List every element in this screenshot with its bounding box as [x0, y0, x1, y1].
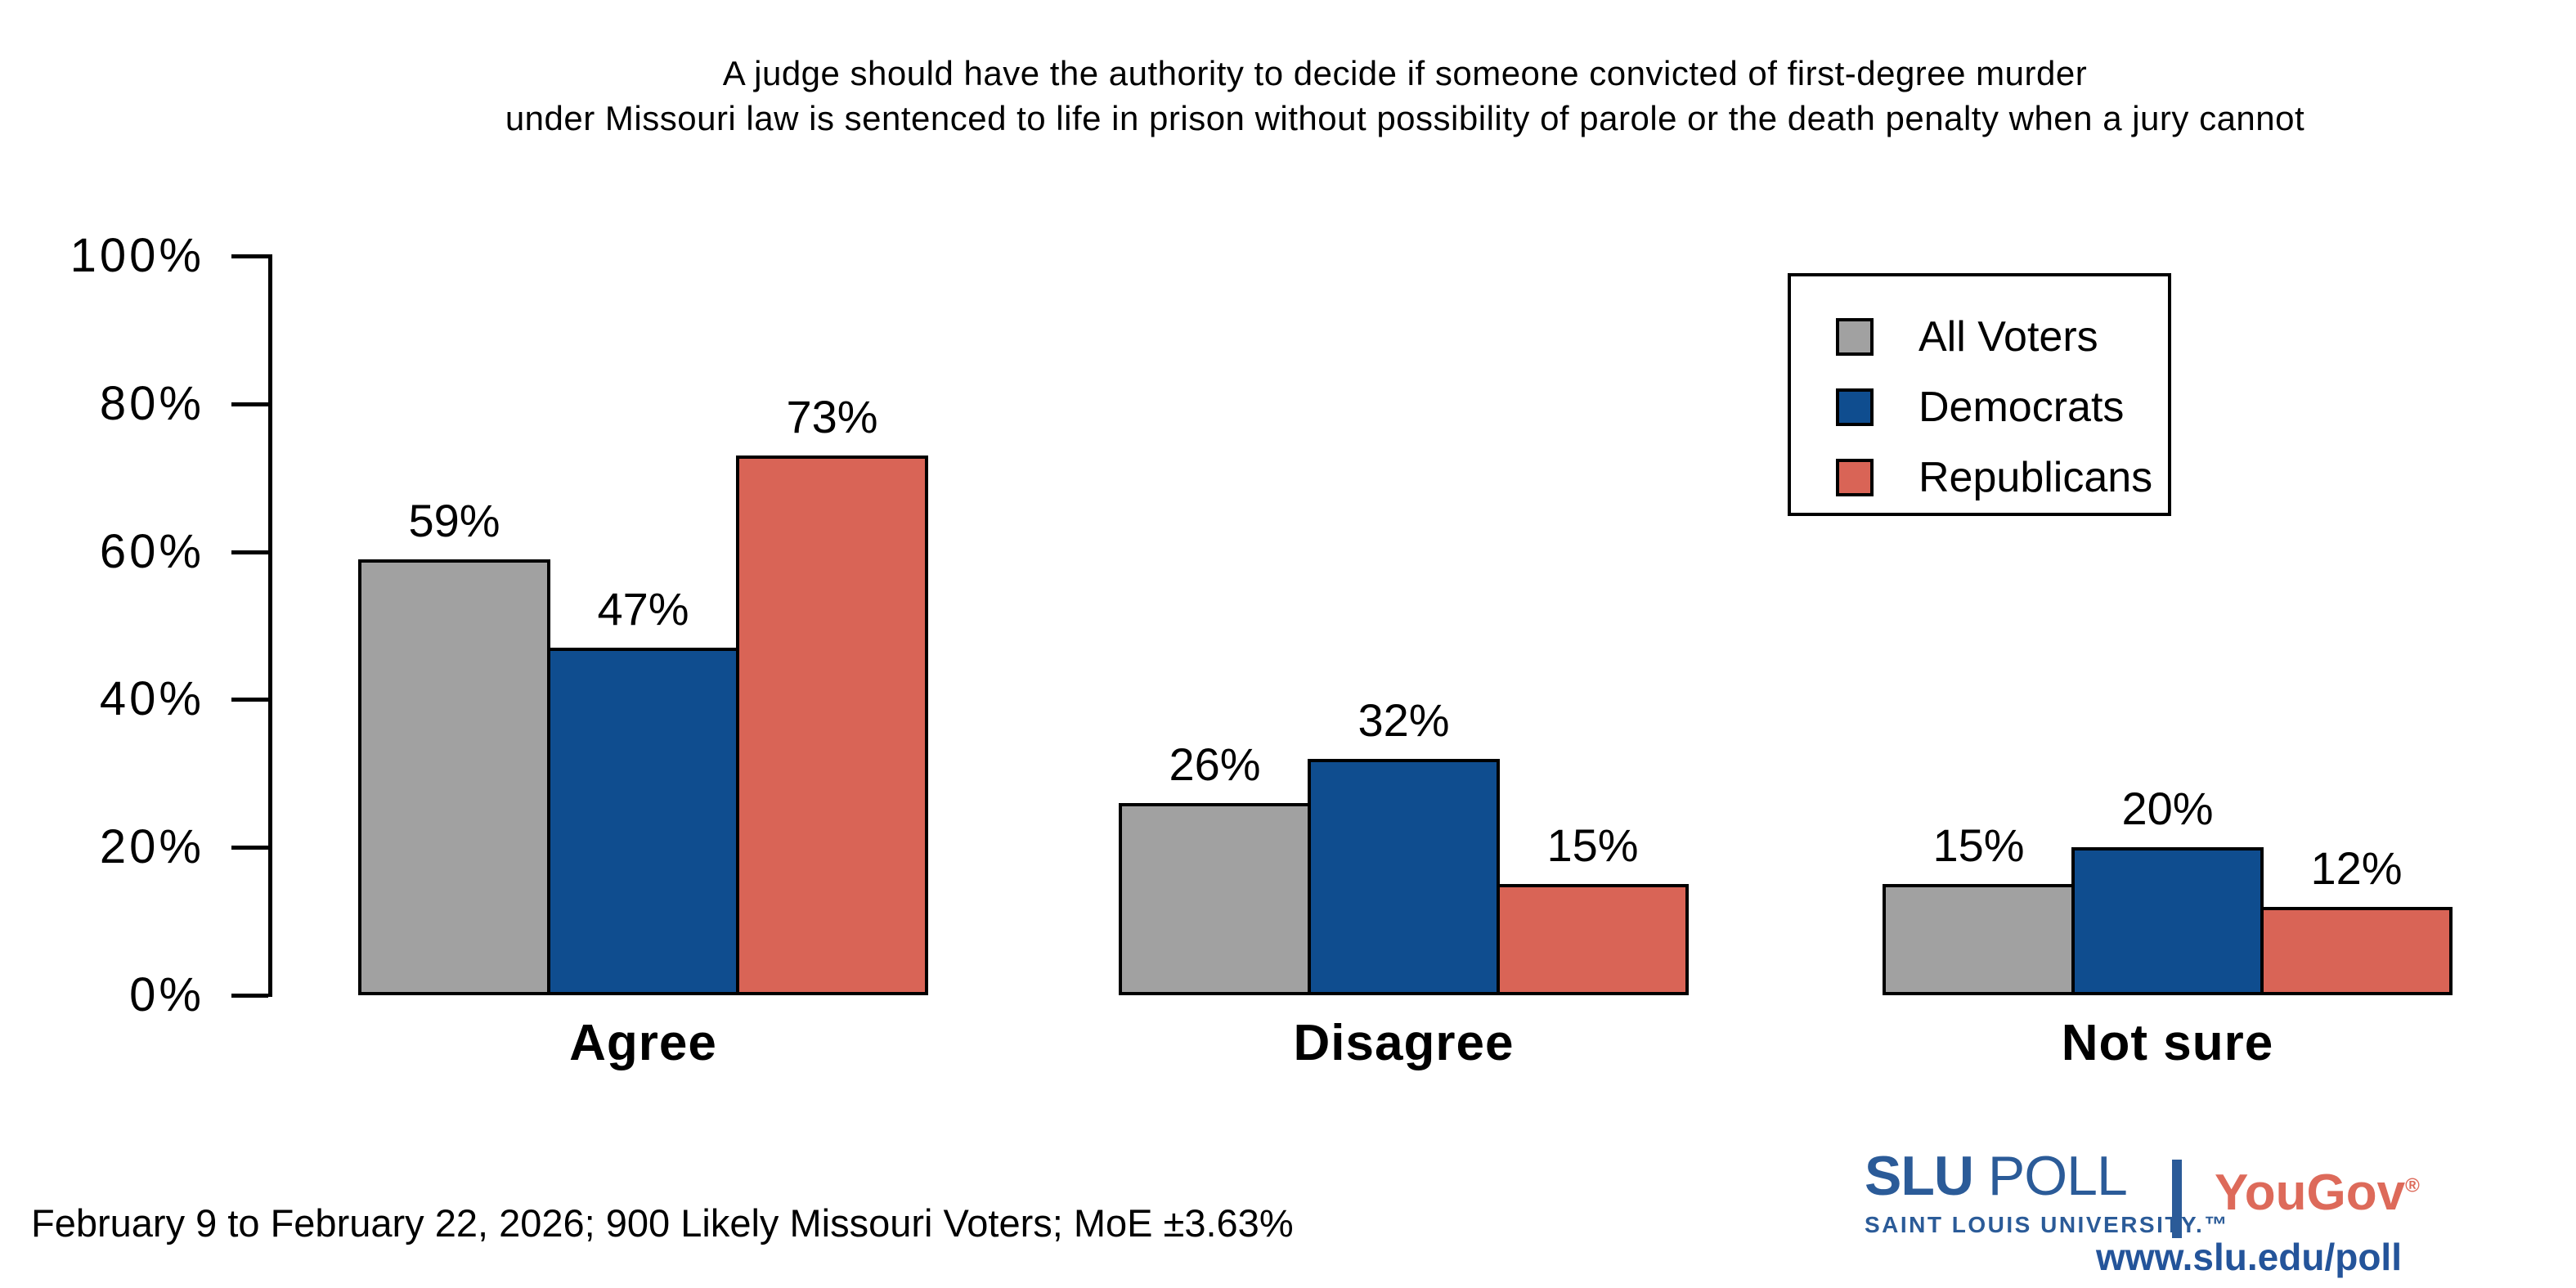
category-label-agree: Agree — [569, 1015, 717, 1071]
yougov-wordmark: YouGov — [2215, 1165, 2406, 1221]
legend-label-democrats: Democrats — [1919, 384, 2125, 431]
legend: All Voters Democrats Republicans — [1788, 273, 2171, 516]
bar-republicans-disagree — [1497, 884, 1689, 995]
y-tick-mark — [231, 994, 268, 998]
poll-text: POLL — [1987, 1145, 2128, 1207]
bar-value-label-republicans-not-sure: 12% — [2310, 842, 2403, 894]
y-axis-line — [268, 254, 272, 997]
y-tick-label: 20% — [99, 820, 204, 874]
bar-value-label-democrats-disagree: 32% — [1358, 694, 1450, 746]
bar-democrats-disagree — [1308, 759, 1500, 995]
site-url: www.slu.edu/poll — [2096, 1236, 2402, 1278]
legend-row-all-voters: All Voters — [1836, 312, 2168, 361]
bar-all-voters-agree — [358, 559, 550, 995]
y-tick-label: 80% — [99, 376, 204, 430]
registered-trademark-icon: ® — [2405, 1174, 2420, 1197]
bar-republicans-not-sure — [2260, 907, 2453, 995]
bar-value-label-all-voters-not-sure: 15% — [1932, 819, 2025, 871]
y-tick-mark — [231, 698, 268, 702]
legend-label-all-voters: All Voters — [1919, 313, 2098, 361]
chart-title: A judge should have the authority to dec… — [505, 51, 2304, 141]
category-label-disagree: Disagree — [1293, 1015, 1515, 1071]
bar-value-label-republicans-agree: 73% — [786, 391, 878, 442]
bar-republicans-agree — [736, 456, 928, 995]
chart-title-line1: A judge should have the authority to dec… — [722, 54, 2088, 92]
y-tick-mark — [231, 254, 268, 258]
bar-value-label-democrats-not-sure: 20% — [2121, 783, 2214, 834]
slu-poll-logo: SLU POLL SAINT LOUIS UNIVERSITY.™ — [1865, 1148, 2229, 1236]
legend-swatch-all-voters — [1836, 318, 1874, 356]
y-tick-label: 100% — [70, 229, 204, 282]
y-tick-label: 40% — [99, 672, 204, 726]
legend-swatch-republicans — [1836, 459, 1874, 496]
bar-value-label-all-voters-agree: 59% — [408, 495, 500, 546]
category-label-not-sure: Not sure — [2061, 1015, 2274, 1071]
y-tick-mark — [231, 846, 268, 850]
legend-label-republicans: Republicans — [1919, 454, 2153, 501]
legend-swatch-democrats — [1836, 388, 1874, 426]
bar-value-label-all-voters-disagree: 26% — [1169, 738, 1261, 790]
chart-title-line2: under Missouri law is sentenced to life … — [505, 99, 2305, 137]
slu-poll-wordmark: SLU POLL — [1865, 1148, 2229, 1204]
slu-tagline: SAINT LOUIS UNIVERSITY.™ — [1865, 1212, 2229, 1237]
yougov-logo: YouGov® — [2215, 1168, 2420, 1218]
brand-divider — [2172, 1160, 2182, 1238]
footnote: February 9 to February 22, 2026; 900 Lik… — [31, 1201, 1294, 1245]
bar-all-voters-not-sure — [1883, 884, 2075, 995]
bar-democrats-agree — [547, 648, 739, 995]
legend-row-democrats: Democrats — [1836, 383, 2168, 432]
y-tick-mark — [231, 402, 268, 406]
bar-value-label-republicans-disagree: 15% — [1546, 819, 1639, 871]
bar-democrats-not-sure — [2071, 847, 2264, 995]
bar-value-label-democrats-agree: 47% — [597, 583, 689, 635]
legend-row-republicans: Republicans — [1836, 453, 2168, 502]
bar-all-voters-disagree — [1119, 803, 1311, 995]
y-tick-label: 0% — [129, 968, 204, 1021]
y-tick-mark — [231, 550, 268, 554]
slu-text: SLU — [1865, 1145, 1974, 1207]
y-tick-label: 60% — [99, 524, 204, 578]
